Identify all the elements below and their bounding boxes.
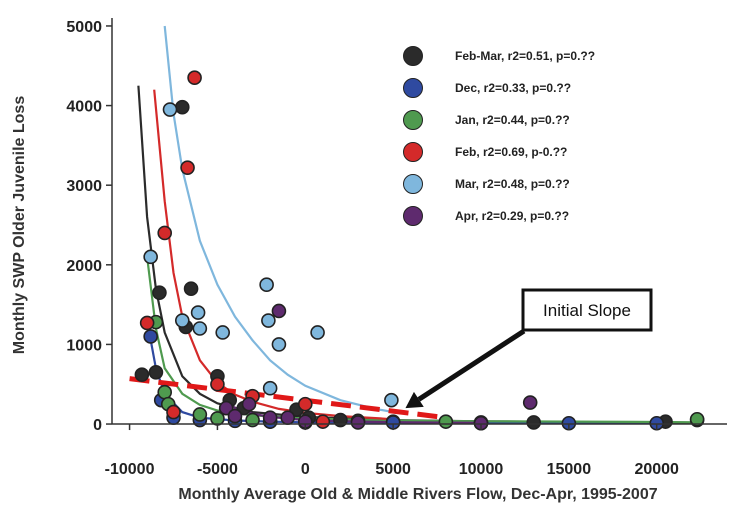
data-point: [210, 376, 225, 392]
data-point: [297, 396, 313, 412]
annotation-box: [521, 288, 653, 332]
initial-slope-trend: [129, 376, 447, 421]
x-tick-label: 20000: [634, 461, 679, 478]
annotation-arrow-shaft: [417, 328, 526, 402]
data-point: [227, 408, 243, 424]
y-axis-title: Monthly SWP Older Juvenile Loss: [11, 96, 28, 355]
data-point: [689, 411, 705, 427]
data-point: [192, 407, 208, 422]
initial-slope-line: [129, 376, 447, 421]
data-point: [174, 313, 190, 328]
data-point: [350, 415, 366, 430]
y-tick-label: 2000: [66, 258, 102, 275]
data-point: [259, 277, 274, 293]
data-point: [143, 329, 158, 344]
y-tick-label: 4000: [66, 99, 102, 116]
fit-curve: [153, 89, 394, 421]
legend-label: Apr, r2=0.29, p=0.??: [455, 209, 569, 223]
data-point: [271, 303, 287, 319]
data-point: [180, 160, 195, 175]
data-point: [166, 404, 181, 420]
data-point: [157, 225, 173, 241]
data-point: [215, 325, 230, 340]
data-point: [174, 99, 190, 115]
data-point: [438, 414, 454, 429]
data-point: [148, 364, 164, 380]
legend-label: Mar, r2=0.48, p=0.??: [455, 177, 570, 191]
data-point: [241, 396, 257, 412]
data-point: [310, 325, 325, 340]
data-point: [183, 281, 199, 296]
data-point: [261, 313, 276, 328]
legend-marker: [403, 174, 423, 194]
y-tick-label: 3000: [66, 178, 102, 195]
data-point: [526, 415, 542, 430]
legend-label: Feb, r2=0.69, p-0.??: [455, 145, 567, 159]
y-tick-label: 0: [93, 417, 102, 434]
x-axis-title: Monthly Average Old & Middle Rivers Flow…: [178, 486, 657, 503]
annotation-arrowhead: [405, 391, 424, 409]
legend-marker: [403, 142, 423, 162]
x-tick-label: -10000: [105, 461, 155, 478]
data-points: [134, 70, 705, 431]
x-tick-label: 10000: [459, 461, 504, 478]
legend: Feb-Mar, r2=0.51, p=0.?? Dec, r2=0.33, p=…: [403, 46, 595, 226]
data-point: [262, 380, 278, 396]
legend-marker: [403, 206, 423, 226]
data-point: [152, 285, 167, 300]
data-point: [143, 249, 158, 265]
legend-label: Dec, r2=0.33, p=0.??: [455, 81, 571, 95]
annotation: Initial Slope: [405, 288, 653, 409]
data-point: [271, 337, 287, 352]
x-tick-label: 5000: [375, 461, 411, 478]
legend-marker: [403, 110, 423, 130]
data-point: [187, 70, 202, 86]
y-tick-label: 5000: [66, 19, 102, 36]
data-point: [190, 305, 206, 320]
y-tick-label: 1000: [66, 337, 102, 354]
axes: 0 1000 2000 3000 4000 5000 -10000 -5000 0 5000 100…: [66, 18, 727, 478]
data-point: [157, 384, 173, 400]
data-point: [134, 367, 150, 382]
x-tick-label: -5000: [197, 461, 238, 478]
legend-label: Feb-Mar, r2=0.51, p=0.??: [455, 49, 595, 63]
data-point: [522, 395, 538, 410]
data-point: [315, 414, 331, 429]
fit-curve: [163, 25, 394, 414]
legend-marker: [403, 78, 423, 98]
data-point: [162, 102, 178, 117]
data-point: [139, 315, 155, 331]
x-tick-label: 15000: [547, 461, 592, 478]
data-point: [192, 321, 208, 336]
data-point: [384, 392, 399, 408]
annotation-label: Initial Slope: [543, 301, 631, 320]
data-point: [262, 410, 278, 425]
legend-label: Jan, r2=0.44, p=0.??: [455, 113, 570, 127]
legend-marker: [403, 46, 423, 66]
x-tick-label: 0: [301, 461, 310, 478]
data-point: [280, 410, 296, 425]
